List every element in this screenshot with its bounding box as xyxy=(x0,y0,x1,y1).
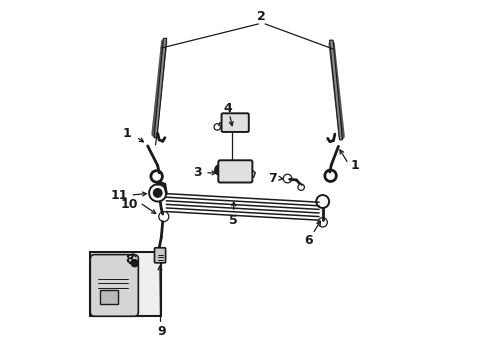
Text: 3: 3 xyxy=(192,166,201,179)
Circle shape xyxy=(131,260,138,267)
Text: 2: 2 xyxy=(257,10,265,23)
Text: 6: 6 xyxy=(304,234,313,247)
Text: 5: 5 xyxy=(229,214,238,227)
Bar xyxy=(89,252,160,316)
Text: 1: 1 xyxy=(350,159,359,172)
Polygon shape xyxy=(329,40,342,140)
Circle shape xyxy=(153,189,162,197)
Text: 8: 8 xyxy=(125,253,134,266)
Text: 4: 4 xyxy=(223,102,231,115)
FancyBboxPatch shape xyxy=(218,160,252,183)
Circle shape xyxy=(214,165,225,175)
Text: 9: 9 xyxy=(158,325,166,338)
Text: 1: 1 xyxy=(122,127,131,140)
FancyBboxPatch shape xyxy=(221,113,248,132)
FancyBboxPatch shape xyxy=(154,248,165,263)
Bar xyxy=(100,290,117,304)
FancyBboxPatch shape xyxy=(90,255,138,316)
Polygon shape xyxy=(154,39,166,138)
Text: 7: 7 xyxy=(267,172,276,185)
Text: 11: 11 xyxy=(111,189,128,202)
Text: 10: 10 xyxy=(120,198,138,211)
